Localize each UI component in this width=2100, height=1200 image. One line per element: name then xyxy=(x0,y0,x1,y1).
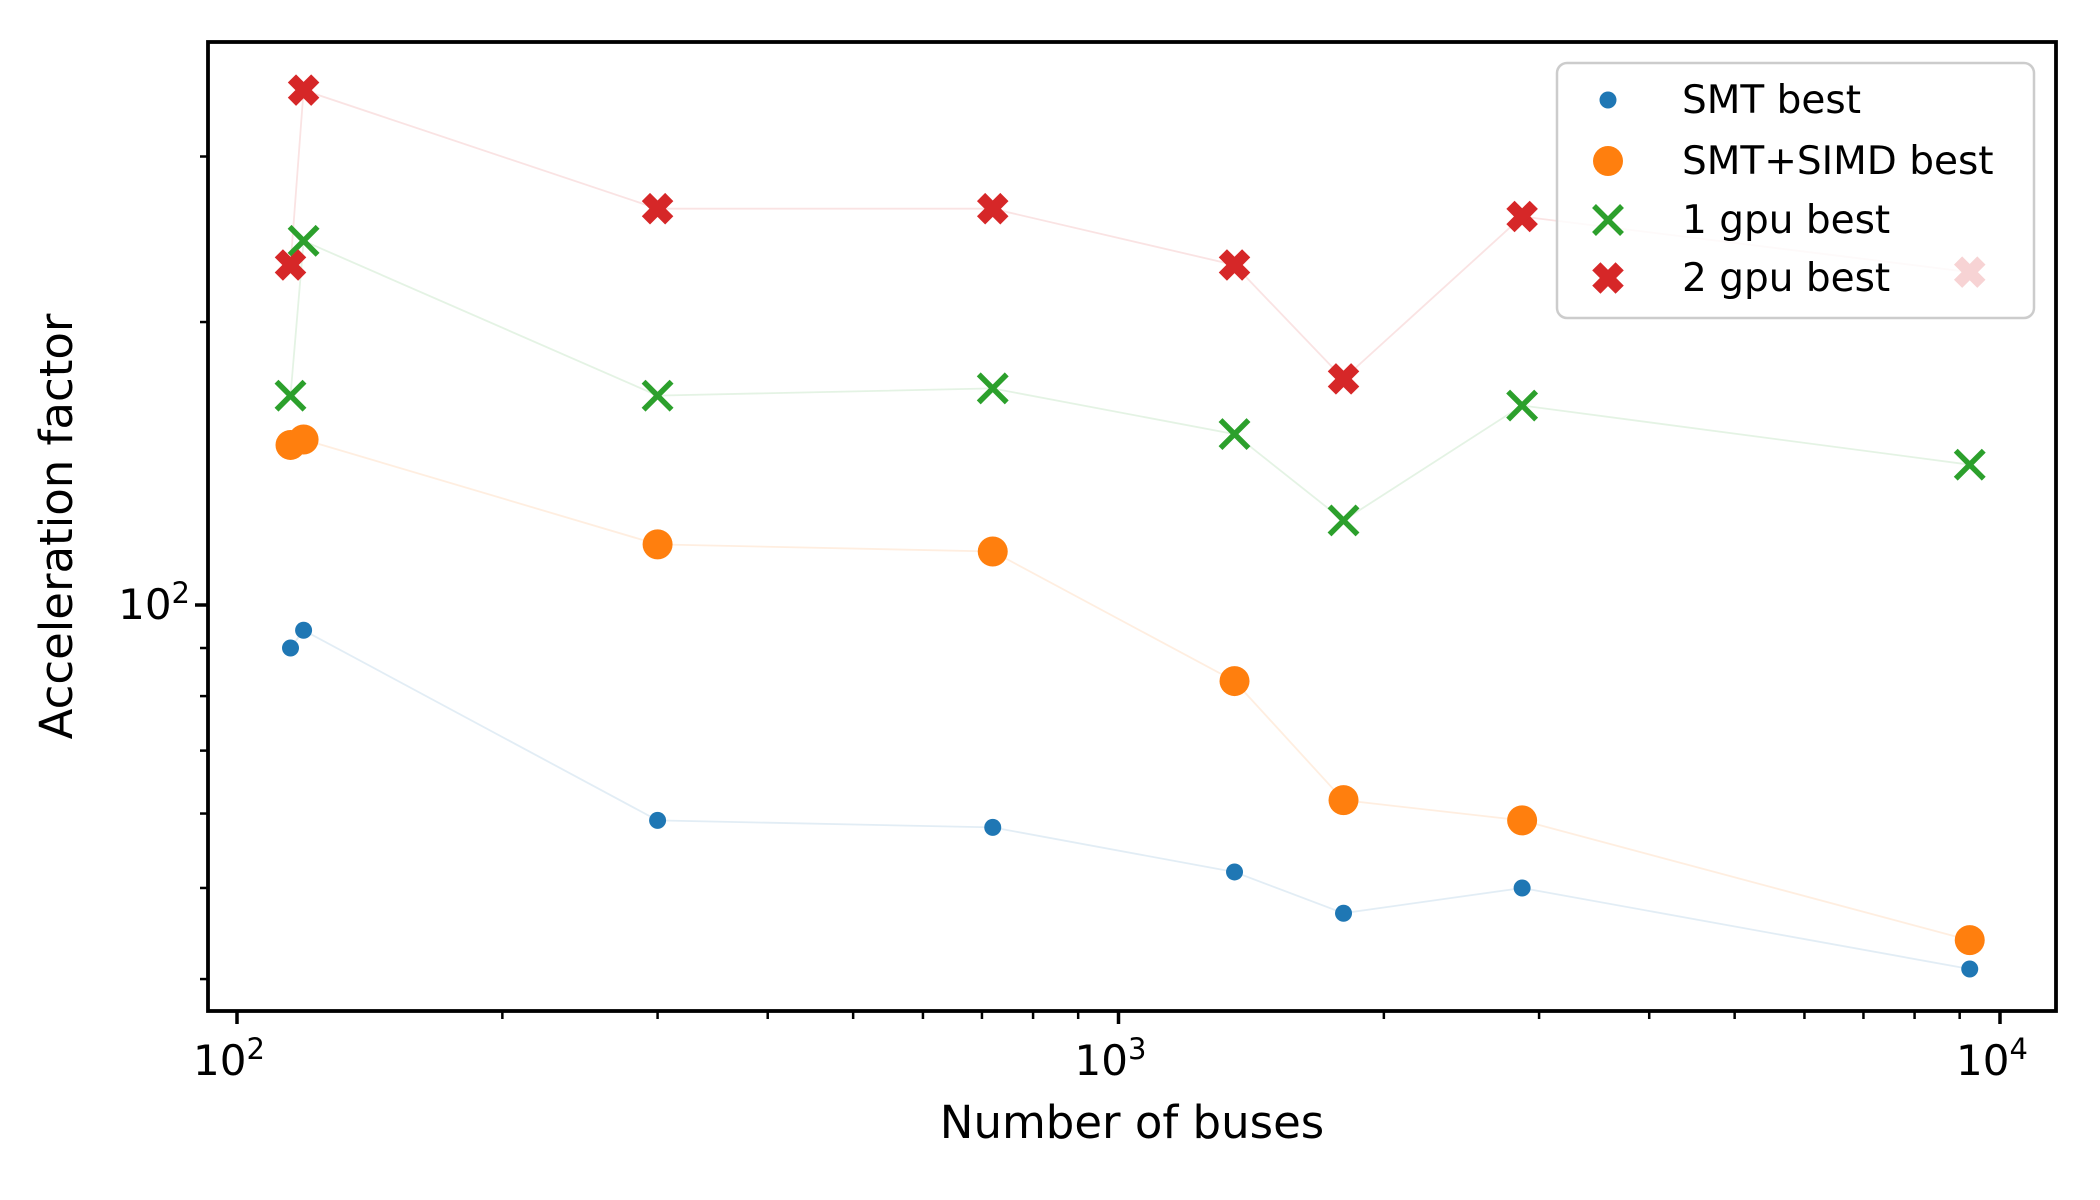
x-bold-bar xyxy=(1506,200,1538,233)
data-point-1-gpu-best xyxy=(641,379,674,412)
legend-marker-dot-small xyxy=(1599,91,1617,109)
x-tick-label: 103 xyxy=(1075,1032,1147,1085)
data-point-2-gpu-best xyxy=(1218,249,1251,281)
data-point-1-gpu-best xyxy=(1218,418,1251,451)
series-1-gpu-best xyxy=(274,224,1986,537)
x-tick-label: 102 xyxy=(193,1032,265,1085)
data-point-1-gpu-best xyxy=(274,379,307,412)
legend-marker-dot-large xyxy=(1593,146,1623,176)
legend-marker-x-thin xyxy=(1592,204,1624,236)
data-point-smt-best xyxy=(1513,879,1531,897)
legend-item-smt-best: SMT best xyxy=(1599,78,1861,123)
data-point-2-gpu-best xyxy=(641,192,674,225)
data-point-smt-simd-best xyxy=(977,536,1008,567)
data-point-2-gpu-best xyxy=(287,74,320,106)
data-point-smt-best xyxy=(984,818,1002,836)
data-point-smt-best xyxy=(649,811,667,829)
y-tick-label: 102 xyxy=(118,576,190,629)
x-bold-bar xyxy=(1327,363,1360,395)
trend-line-smt-best xyxy=(289,629,1970,970)
x-bold-bar xyxy=(287,74,320,106)
legend-label: SMT best xyxy=(1682,78,1861,123)
series-smt-simd-best xyxy=(275,424,1985,956)
legend-item-1-gpu-best: 1 gpu best xyxy=(1592,198,1890,243)
data-point-2-gpu-best xyxy=(1327,363,1360,395)
legend-label: 1 gpu best xyxy=(1682,198,1890,243)
x-tick-label: 104 xyxy=(1956,1032,2028,1085)
data-point-smt-simd-best xyxy=(288,424,319,455)
legend-item-smt-simd-best: SMT+SIMD best xyxy=(1593,139,1994,184)
data-point-smt-best xyxy=(1335,904,1353,922)
trend-line-2-gpu-best xyxy=(289,88,1970,381)
x-bold-bar xyxy=(641,192,674,225)
legend-marker-x-bold xyxy=(1592,262,1624,294)
legend-label: SMT+SIMD best xyxy=(1682,139,1994,184)
data-point-1-gpu-best xyxy=(1506,389,1539,422)
y-axis-label: Acceleration factor xyxy=(30,313,83,739)
series-smt-best xyxy=(282,621,1979,978)
data-point-2-gpu-best xyxy=(274,249,307,281)
x-bold-bar xyxy=(1218,249,1251,281)
data-point-1-gpu-best xyxy=(1953,448,1986,481)
legend: SMT best SMT+SIMD best 1 gpu best 2 gpu bes… xyxy=(1555,61,2036,320)
axis-ticks xyxy=(195,155,2002,1024)
data-point-smt-simd-best xyxy=(1954,925,1985,956)
x-axis-label: Number of buses xyxy=(940,1096,1324,1149)
legend-label: 2 gpu best xyxy=(1682,256,1890,301)
data-point-1-gpu-best xyxy=(976,372,1009,405)
x-bold-bar xyxy=(274,249,307,281)
data-point-smt-simd-best xyxy=(1219,666,1250,697)
legend-item-2-gpu-best: 2 gpu best xyxy=(1592,256,1890,301)
data-point-smt-best xyxy=(1226,863,1244,881)
trend-line-smt-simd-best xyxy=(290,438,1970,942)
data-point-2-gpu-best xyxy=(1506,200,1538,233)
axes-spines xyxy=(206,40,2058,1013)
trend-line-1-gpu-best xyxy=(289,239,1970,522)
data-point-2-gpu-best xyxy=(976,192,1009,225)
data-point-smt-simd-best xyxy=(1328,785,1359,816)
data-point-smt-best xyxy=(282,639,300,657)
x-bold-bar xyxy=(1592,262,1624,294)
data-point-1-gpu-best xyxy=(287,224,320,257)
data-point-smt-best xyxy=(1961,960,1979,978)
data-point-smt-simd-best xyxy=(1507,805,1538,836)
data-point-smt-simd-best xyxy=(642,529,673,560)
legend-box xyxy=(1555,61,2036,320)
series-lines xyxy=(289,88,1970,970)
tick-labels: 102 103 104 102 xyxy=(118,576,2028,1085)
x-bold-bar xyxy=(976,192,1009,225)
data-point-smt-best xyxy=(295,621,313,639)
data-point-1-gpu-best xyxy=(1327,504,1360,537)
